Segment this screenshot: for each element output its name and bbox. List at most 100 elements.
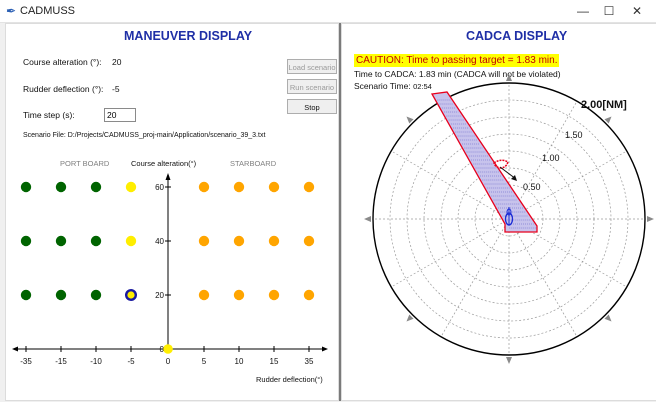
x-tick-label: -15 (55, 357, 67, 366)
radar-range-ring (389, 99, 629, 339)
radar-plot: 0.50 1.00 1.50 2.00[NM] (364, 74, 654, 364)
radar-outer-ring (372, 82, 646, 356)
maneuver-option-port[interactable] (55, 289, 67, 301)
range-ring-label: 1.00 (542, 153, 560, 163)
maneuver-option-port[interactable] (20, 181, 32, 193)
target-vector-arrow (511, 175, 517, 181)
scenario-file: Scenario File: D:/Projects/CADMUSS_proj-… (23, 132, 265, 139)
time-step-label: Time step (s): (23, 110, 75, 120)
x-axis-right-arrow (322, 346, 328, 352)
maneuver-option-starboard[interactable] (303, 289, 315, 301)
range-ring-label: 2.00[NM] (581, 99, 627, 111)
scenario-file-path: D:/Projects/CADMUSS_proj-main/Applicatio… (67, 132, 266, 139)
maneuver-option-starboard[interactable] (233, 289, 245, 301)
y-axis-label: Course alteration(°) (131, 159, 197, 168)
maneuver-option-port[interactable] (90, 235, 102, 247)
compass-marker-icon (506, 74, 512, 81)
x-tick-label: -10 (90, 357, 102, 366)
compass-marker-icon (604, 116, 612, 124)
compass-marker-icon (604, 314, 612, 322)
rudder-deflection-label: Rudder deflection (°): (23, 84, 104, 94)
stop-button[interactable]: Stop (287, 99, 337, 114)
window-titlebar: ✒ CADMUSS — ☐ ✕ (0, 0, 656, 23)
x-tick-label: 5 (202, 357, 207, 366)
maximize-button[interactable]: ☐ (603, 4, 615, 18)
x-tick-label: 0 (166, 357, 171, 366)
y-tick-label: 60 (155, 183, 164, 192)
radar-bearing-line (508, 101, 578, 220)
maneuver-option-starboard[interactable] (198, 235, 210, 247)
x-tick-label: 10 (235, 357, 244, 366)
load-scenario-button[interactable]: Load scenario (287, 59, 337, 74)
x-tick-label: -5 (127, 357, 135, 366)
compass-marker-icon (406, 116, 414, 124)
radar-bearing-line (391, 218, 510, 288)
feather-icon: ✒ (6, 4, 17, 18)
maneuver-option-port[interactable] (20, 235, 32, 247)
cadca-title: CADCA DISPLAY (466, 29, 568, 43)
maneuver-option-starboard[interactable] (303, 235, 315, 247)
course-alteration-value: 20 (112, 57, 122, 67)
radar-range-ring (457, 167, 561, 271)
caution-banner: CAUTION: Time to passing target = 1.83 m… (354, 54, 560, 67)
x-axis-left-arrow (12, 346, 18, 352)
maneuver-option-selected[interactable] (124, 289, 137, 302)
maneuver-grid: PORT BOARD Course alteration(°) STARBOAR… (12, 159, 328, 384)
run-scenario-button[interactable]: Run scenario (287, 79, 337, 94)
maneuver-option-port[interactable] (90, 289, 102, 301)
scenario-time: Scenario Time: 02:54 (354, 81, 432, 91)
compass-marker-icon (406, 314, 414, 322)
radar-bearing-line (391, 150, 510, 220)
scenario-time-value: 02:54 (413, 82, 432, 91)
time-to-cadca-value: 1.83 min (CADCA will not be violated) (418, 69, 561, 79)
target-ship-marker (493, 159, 509, 169)
x-tick-label: -35 (20, 357, 32, 366)
window-title: CADMUSS (20, 5, 76, 17)
close-button[interactable]: ✕ (631, 4, 643, 18)
time-to-cadca: Time to CADCA: 1.83 min (CADCA will not … (354, 69, 561, 79)
minimize-button[interactable]: — (577, 4, 589, 18)
range-ring-label: 1.50 (565, 130, 583, 140)
maneuver-option-starboard[interactable] (233, 235, 245, 247)
cadca-danger-zone (430, 91, 538, 233)
y-tick-label: 40 (155, 237, 164, 246)
compass-marker-icon (506, 357, 512, 364)
course-alteration-label: Course alteration (°): (23, 57, 102, 67)
radar-bearing-line (508, 218, 578, 337)
maneuver-option-starboard[interactable] (268, 289, 280, 301)
maneuver-option-neutral[interactable] (125, 235, 137, 247)
cadca-panel: CADCA DISPLAY CAUTION: Time to passing t… (341, 23, 656, 401)
maneuver-option-neutral[interactable] (125, 181, 137, 193)
maneuver-option-starboard[interactable] (268, 235, 280, 247)
panel-divider (339, 23, 341, 401)
range-ring-label: 0.50 (523, 182, 541, 192)
x-tick-label: 15 (270, 357, 279, 366)
y-tick-label: 20 (155, 291, 164, 300)
maneuver-panel: MANEUVER DISPLAY Course alteration (°): … (5, 23, 339, 401)
compass-marker-icon (647, 216, 654, 222)
maneuver-option-starboard[interactable] (303, 181, 315, 193)
maneuver-option-port[interactable] (90, 181, 102, 193)
port-board-label: PORT BOARD (60, 159, 110, 168)
scenario-time-label: Scenario Time: (354, 81, 411, 91)
maneuver-title: MANEUVER DISPLAY (124, 29, 253, 43)
y-tick-label: 0 (160, 345, 165, 354)
starboard-label: STARBOARD (230, 159, 277, 168)
compass-marker-icon (364, 216, 371, 222)
x-tick-label: 35 (305, 357, 314, 366)
maneuver-option-starboard[interactable] (233, 181, 245, 193)
rudder-deflection-value: -5 (112, 84, 120, 94)
current-maneuver-dot (163, 344, 173, 354)
maneuver-option-port[interactable] (20, 289, 32, 301)
maneuver-option-starboard[interactable] (198, 289, 210, 301)
scenario-file-label: Scenario File: (23, 132, 66, 139)
maneuver-option-port[interactable] (55, 181, 67, 193)
maneuver-option-port[interactable] (55, 235, 67, 247)
time-to-cadca-label: Time to CADCA: (354, 69, 417, 79)
time-step-input[interactable] (104, 108, 136, 122)
radar-bearing-line (440, 218, 510, 337)
maneuver-option-starboard[interactable] (198, 181, 210, 193)
y-axis-arrow (165, 173, 171, 180)
x-axis-label: Rudder deflection(°) (256, 375, 323, 384)
maneuver-option-starboard[interactable] (268, 181, 280, 193)
